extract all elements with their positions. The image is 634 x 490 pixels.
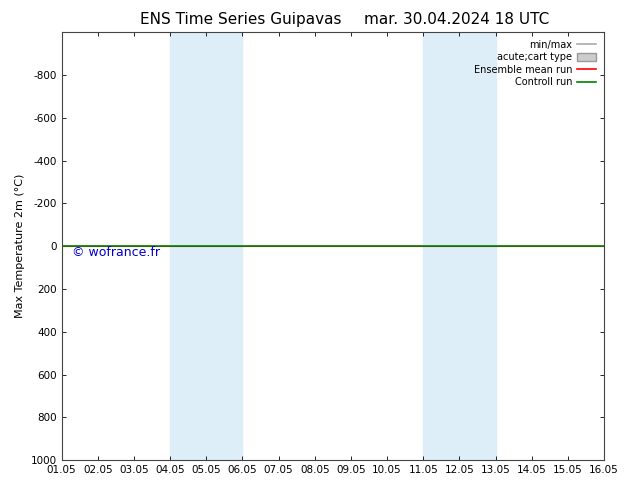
Text: © wofrance.fr: © wofrance.fr: [72, 246, 160, 259]
Text: ENS Time Series Guipavas: ENS Time Series Guipavas: [140, 12, 342, 27]
Bar: [170, 32, 242, 460]
Text: mar. 30.04.2024 18 UTC: mar. 30.04.2024 18 UTC: [364, 12, 549, 27]
Legend: min/max, acute;cart type, Ensemble mean run, Controll run: min/max, acute;cart type, Ensemble mean …: [470, 37, 599, 90]
Y-axis label: Max Temperature 2m (°C): Max Temperature 2m (°C): [15, 174, 25, 318]
Bar: [424, 32, 496, 460]
